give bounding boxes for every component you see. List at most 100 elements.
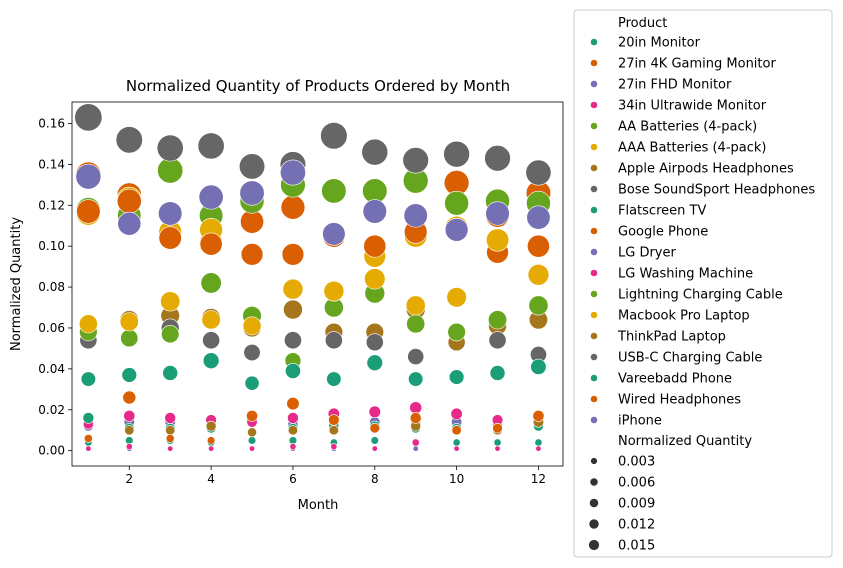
y-tick-label: 0.08 (38, 280, 65, 294)
legend-product-label: Vareebadd Phone (618, 372, 732, 387)
point-34in-ultrawide-monitor (368, 405, 381, 418)
point-thinkpad-laptop (165, 425, 176, 436)
point-thinkpad-laptop (205, 420, 217, 432)
point-usb-c-charging-cable (156, 134, 184, 162)
legend-marker (590, 80, 598, 88)
legend-product-label: Bose SoundSport Headphones (618, 183, 815, 198)
point-iphone (362, 199, 387, 224)
point-wired-headphones (328, 414, 340, 426)
point-wired-headphones (122, 390, 137, 405)
point-bose-soundsport-headphones (407, 348, 425, 365)
point-iphone (117, 211, 142, 236)
point-27in-4k-gaming-monitor (280, 195, 306, 220)
x-tick-label: 10 (449, 472, 464, 486)
point-34in-ultrawide-monitor (450, 407, 463, 420)
legend-marker (590, 353, 598, 361)
point-wired-headphones (532, 409, 545, 422)
legend-marker (590, 143, 598, 151)
point-aa-batteries-4-pack (157, 157, 184, 184)
chart-title: Normalized Quantity of Products Ordered … (126, 77, 510, 95)
point-iphone (198, 184, 224, 210)
y-axis-label: Normalized Quantity (9, 217, 24, 351)
y-tick-label: 0.06 (38, 321, 65, 335)
legend-marker (590, 269, 598, 277)
point-wired-headphones (246, 409, 258, 422)
legend-marker (590, 290, 598, 298)
point-20in-monitor (247, 436, 257, 445)
point-usb-c-charging-cable (361, 138, 389, 166)
legend-product-label: iPhone (618, 414, 662, 429)
point-lg-washing-machine (249, 445, 256, 452)
legend-size-marker (589, 477, 599, 487)
legend-size-label: 0.006 (618, 476, 655, 491)
point-macbook-pro-laptop (405, 295, 426, 316)
point-usb-c-charging-cable (443, 140, 470, 168)
y-tick-label: 0.12 (38, 198, 65, 212)
point-lg-washing-machine (85, 445, 92, 452)
point-lg-washing-machine (535, 445, 542, 452)
point-lg-washing-machine (167, 445, 174, 452)
legend-product-label: 20in Monitor (618, 36, 701, 51)
point-usb-c-charging-cable (484, 145, 511, 172)
legend-product-label: USB-C Charging Cable (618, 351, 762, 366)
point-lightning-charging-cable (200, 272, 222, 294)
point-lightning-charging-cable (487, 310, 508, 330)
point-34in-ultrawide-monitor (123, 409, 136, 422)
point-lg-washing-machine (494, 445, 501, 452)
point-lg-washing-machine (371, 445, 378, 452)
legend-product-label: LG Dryer (618, 246, 676, 261)
point-lg-washing-machine (289, 443, 297, 450)
point-lg-dryer (412, 445, 419, 452)
point-iphone (444, 218, 469, 242)
point-iphone (322, 222, 346, 246)
y-tick-label: 0.10 (38, 239, 65, 253)
legend-size-marker (588, 539, 600, 551)
legend-size-label: 0.015 (618, 539, 655, 554)
legend-size-label: 0.009 (618, 497, 655, 512)
x-tick-label: 2 (125, 472, 133, 486)
legend-size-title: Normalized Quantity (618, 434, 752, 449)
point-wired-headphones (492, 422, 503, 434)
point-lightning-charging-cable (528, 295, 549, 316)
point-34in-ultrawide-monitor (287, 412, 299, 424)
point-bose-soundsport-headphones (243, 343, 261, 362)
legend: Product 20in Monitor 27in 4K Gaming Monit… (573, 9, 833, 558)
legend-product-label: LG Washing Machine (618, 267, 753, 282)
point-iphone (526, 205, 551, 230)
point-bose-soundsport-headphones (324, 331, 343, 350)
point-wired-headphones (451, 425, 462, 436)
point-bose-soundsport-headphones (488, 331, 507, 350)
point-macbook-pro-laptop (485, 228, 510, 252)
point-apple-airpods-headphones (283, 299, 303, 320)
point-macbook-pro-laptop (160, 291, 181, 312)
point-34in-ultrawide-monitor (409, 401, 423, 415)
point-iphone (239, 180, 265, 206)
x-tick-label: 4 (207, 472, 215, 486)
legend-marker (590, 395, 598, 403)
point-vareebadd-phone (448, 369, 465, 385)
point-bose-soundsport-headphones (365, 333, 384, 352)
point-20in-monitor (288, 436, 298, 445)
y-tick-label: 0.14 (38, 157, 65, 171)
x-tick-label: 12 (531, 472, 546, 486)
point-lg-washing-machine (411, 438, 420, 447)
legend-product-label: Lightning Charging Cable (618, 288, 783, 303)
point-macbook-pro-laptop (282, 278, 304, 300)
point-vareebadd-phone (162, 365, 179, 381)
point-iphone (75, 163, 102, 190)
x-tick-label: 8 (371, 472, 379, 486)
legend-size-marker (588, 518, 600, 530)
point-20in-monitor (370, 436, 379, 445)
point-lightning-charging-cable (120, 329, 139, 348)
legend-product-label: AA Batteries (4-pack) (618, 120, 757, 135)
point-vareebadd-phone (366, 354, 383, 371)
point-34in-ultrawide-monitor (164, 412, 177, 424)
legend-product-label: Flatscreen TV (618, 204, 706, 219)
point-vareebadd-phone (121, 367, 138, 383)
legend-product-label: 27in 4K Gaming Monitor (618, 57, 776, 72)
point-wired-headphones (165, 434, 175, 443)
legend-product-label: 27in FHD Monitor (618, 78, 732, 93)
point-20in-monitor (534, 438, 543, 447)
point-wired-headphones (409, 412, 422, 424)
legend-product-label: Google Phone (618, 225, 708, 240)
